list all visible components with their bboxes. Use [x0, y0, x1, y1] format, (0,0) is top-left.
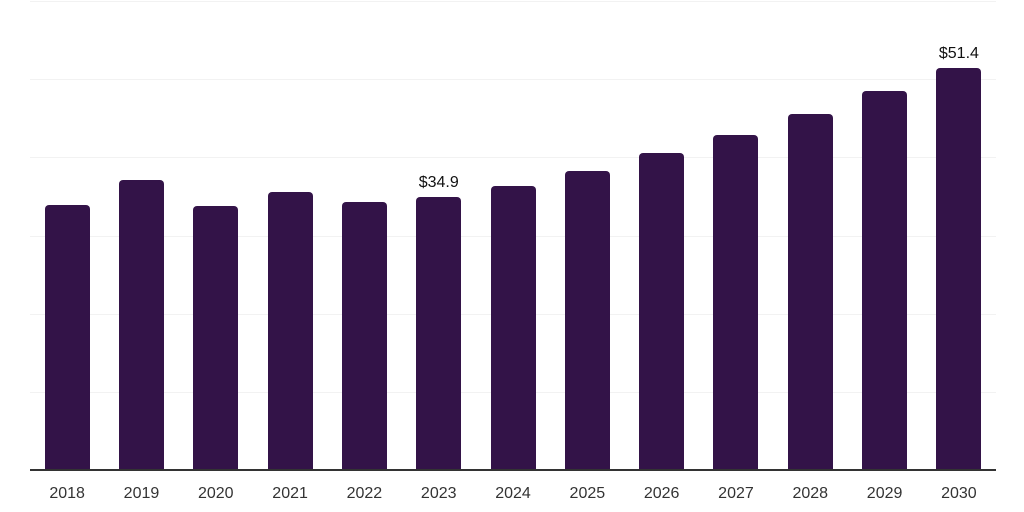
bar-2020[interactable] [193, 205, 239, 470]
bar-slot-2020 [179, 0, 253, 470]
gridline-40 [30, 157, 996, 158]
gridline-60 [30, 1, 996, 2]
gridline-50 [30, 79, 996, 80]
bar-2021[interactable] [267, 191, 313, 470]
x-tick-label-2028: 2028 [792, 485, 829, 502]
bar-value-label-2023: $34.9 [418, 174, 459, 192]
bar-2019[interactable] [118, 180, 164, 470]
bar-series: $34.9 $51.4 [30, 0, 996, 470]
bar-2026[interactable] [639, 153, 685, 470]
bar-slot-2028 [773, 0, 847, 470]
x-tick-label-2019: 2019 [123, 485, 160, 502]
bar-slot-2027 [699, 0, 773, 470]
bar-slot-2026 [625, 0, 699, 470]
bar-2029[interactable] [862, 90, 908, 470]
x-tick-label-2030: 2030 [941, 485, 977, 502]
bar-slot-2019 [104, 0, 178, 470]
x-tick-label-2023: 2023 [420, 485, 457, 502]
x-tick-label-2027: 2027 [718, 485, 754, 502]
bar-slot-2029 [847, 0, 921, 470]
x-tick-label-2022: 2022 [346, 485, 383, 502]
bar-2023[interactable] [416, 197, 462, 470]
x-axis-labels: 2018 2019 2020 2021 2022 2023 2024 2025 2026 2027… [30, 485, 996, 503]
x-axis-line [30, 469, 996, 471]
x-tick-label-2026: 2026 [643, 485, 680, 502]
bar-2025[interactable] [564, 170, 610, 470]
bar-slot-2018 [30, 0, 104, 470]
bar-slot-2025 [550, 0, 624, 470]
bar-2022[interactable] [341, 201, 387, 470]
bar-2027[interactable] [713, 134, 759, 470]
x-tick-label-2024: 2024 [495, 485, 531, 502]
bar-2028[interactable] [787, 113, 833, 470]
bar-slot-2023: $34.9 [402, 0, 476, 470]
x-tick-label-2020: 2020 [197, 485, 234, 502]
x-tick-label-2025: 2025 [569, 485, 606, 502]
bar-slot-2022 [327, 0, 401, 470]
bar-slot-2021 [253, 0, 327, 470]
bar-2024[interactable] [490, 185, 536, 470]
x-tick-label-2029: 2029 [866, 485, 903, 502]
bar-2018[interactable] [44, 205, 90, 470]
bar-slot-2024 [476, 0, 550, 470]
x-tick-label-2021: 2021 [272, 485, 308, 502]
bar-2030[interactable] [936, 68, 982, 470]
bar-value-label-2030: $51.4 [938, 45, 979, 63]
plot-area: $34.9 $51.4 [30, 0, 996, 471]
x-tick-label-2018: 2018 [49, 485, 85, 502]
bar-slot-2030: $51.4 [922, 0, 996, 470]
